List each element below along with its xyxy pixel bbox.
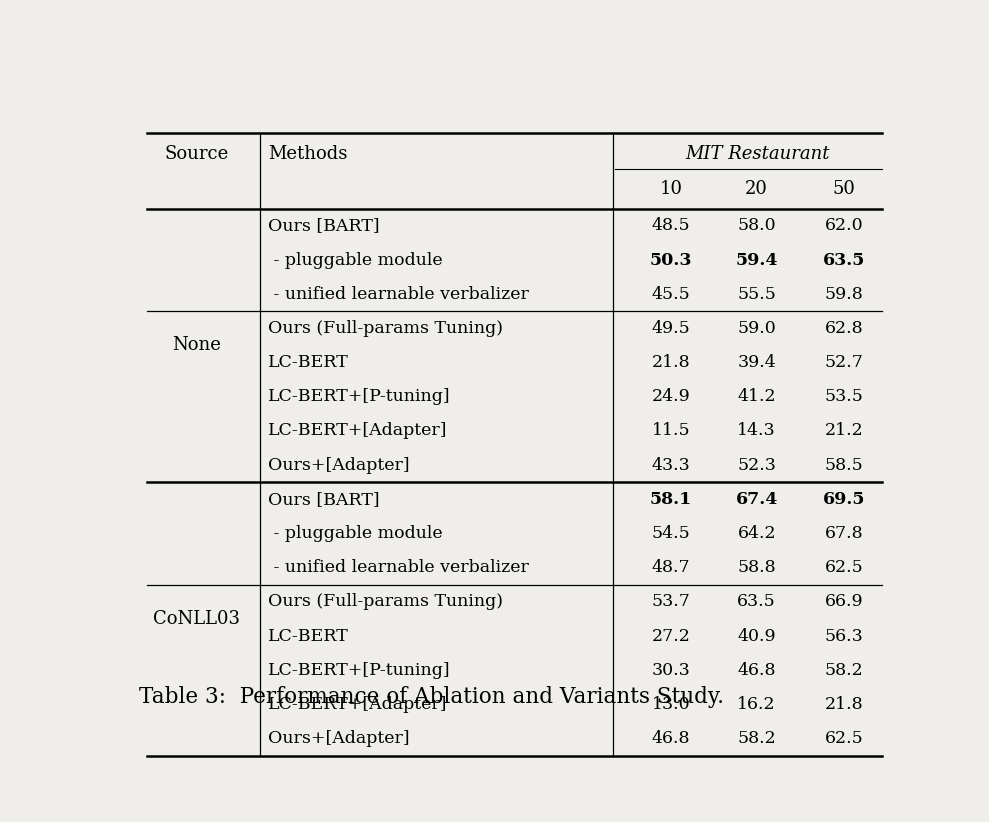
Text: - pluggable module: - pluggable module	[268, 252, 442, 269]
Text: 30.3: 30.3	[652, 662, 690, 679]
Text: 39.4: 39.4	[738, 354, 776, 371]
Text: 20: 20	[746, 179, 768, 197]
Text: 24.9: 24.9	[652, 388, 690, 405]
Text: 63.5: 63.5	[823, 252, 865, 269]
Text: - unified learnable verbalizer: - unified learnable verbalizer	[268, 286, 528, 302]
Text: 62.5: 62.5	[825, 559, 863, 576]
Text: 48.7: 48.7	[652, 559, 690, 576]
Text: 21.8: 21.8	[825, 696, 863, 713]
Text: 53.7: 53.7	[652, 593, 690, 610]
Text: 27.2: 27.2	[652, 627, 690, 644]
Text: 67.4: 67.4	[736, 491, 778, 508]
Text: 64.2: 64.2	[738, 525, 776, 542]
Text: 11.5: 11.5	[652, 423, 690, 440]
Text: - pluggable module: - pluggable module	[268, 525, 442, 542]
Text: Ours (Full-params Tuning): Ours (Full-params Tuning)	[268, 593, 502, 610]
Text: LC-BERT+[P-tuning]: LC-BERT+[P-tuning]	[268, 388, 450, 405]
Text: 13.0: 13.0	[652, 696, 690, 713]
Text: 56.3: 56.3	[825, 627, 863, 644]
Text: LC-BERT: LC-BERT	[268, 354, 348, 371]
Text: Source: Source	[164, 145, 228, 164]
Text: 54.5: 54.5	[652, 525, 690, 542]
Text: LC-BERT+[Adapter]: LC-BERT+[Adapter]	[268, 696, 447, 713]
Text: 55.5: 55.5	[737, 286, 776, 302]
Text: 21.2: 21.2	[825, 423, 863, 440]
Text: Ours [BART]: Ours [BART]	[268, 491, 380, 508]
Text: 50.3: 50.3	[650, 252, 692, 269]
Text: Ours [BART]: Ours [BART]	[268, 217, 380, 234]
Text: 16.2: 16.2	[738, 696, 776, 713]
Text: 58.2: 58.2	[738, 730, 776, 747]
Text: 48.5: 48.5	[652, 217, 690, 234]
Text: 21.8: 21.8	[652, 354, 690, 371]
Text: 66.9: 66.9	[825, 593, 863, 610]
Text: 59.0: 59.0	[738, 320, 776, 337]
Text: Ours (Full-params Tuning): Ours (Full-params Tuning)	[268, 320, 502, 337]
Text: 62.8: 62.8	[825, 320, 863, 337]
Text: 62.0: 62.0	[825, 217, 863, 234]
Text: MIT Restaurant: MIT Restaurant	[685, 145, 830, 164]
Text: 59.4: 59.4	[736, 252, 778, 269]
Text: 62.5: 62.5	[825, 730, 863, 747]
Text: CoNLL03: CoNLL03	[153, 610, 240, 628]
Text: LC-BERT: LC-BERT	[268, 627, 348, 644]
Text: 46.8: 46.8	[738, 662, 776, 679]
Text: 52.3: 52.3	[737, 456, 776, 473]
Text: 58.0: 58.0	[738, 217, 776, 234]
Text: 59.8: 59.8	[825, 286, 863, 302]
Text: 45.5: 45.5	[652, 286, 690, 302]
Text: None: None	[172, 336, 221, 354]
Text: LC-BERT+[Adapter]: LC-BERT+[Adapter]	[268, 423, 447, 440]
Text: 69.5: 69.5	[823, 491, 865, 508]
Text: 50: 50	[833, 179, 855, 197]
Text: 14.3: 14.3	[738, 423, 776, 440]
Text: 58.8: 58.8	[738, 559, 776, 576]
Text: Table 3:  Performance of Ablation and Variants Study.: Table 3: Performance of Ablation and Var…	[138, 686, 724, 708]
Text: 49.5: 49.5	[652, 320, 690, 337]
Text: 41.2: 41.2	[738, 388, 776, 405]
Text: 52.7: 52.7	[825, 354, 863, 371]
Text: 58.1: 58.1	[650, 491, 692, 508]
Text: 40.9: 40.9	[738, 627, 776, 644]
Text: 58.5: 58.5	[825, 456, 863, 473]
Text: 67.8: 67.8	[825, 525, 863, 542]
Text: 10: 10	[660, 179, 682, 197]
Text: 58.2: 58.2	[825, 662, 863, 679]
Text: LC-BERT+[P-tuning]: LC-BERT+[P-tuning]	[268, 662, 450, 679]
Text: Methods: Methods	[268, 145, 347, 164]
Text: 46.8: 46.8	[652, 730, 690, 747]
Text: Ours+[Adapter]: Ours+[Adapter]	[268, 456, 409, 473]
Text: 53.5: 53.5	[825, 388, 863, 405]
Text: 63.5: 63.5	[738, 593, 776, 610]
Text: Ours+[Adapter]: Ours+[Adapter]	[268, 730, 409, 747]
Text: 43.3: 43.3	[652, 456, 690, 473]
Text: - unified learnable verbalizer: - unified learnable verbalizer	[268, 559, 528, 576]
